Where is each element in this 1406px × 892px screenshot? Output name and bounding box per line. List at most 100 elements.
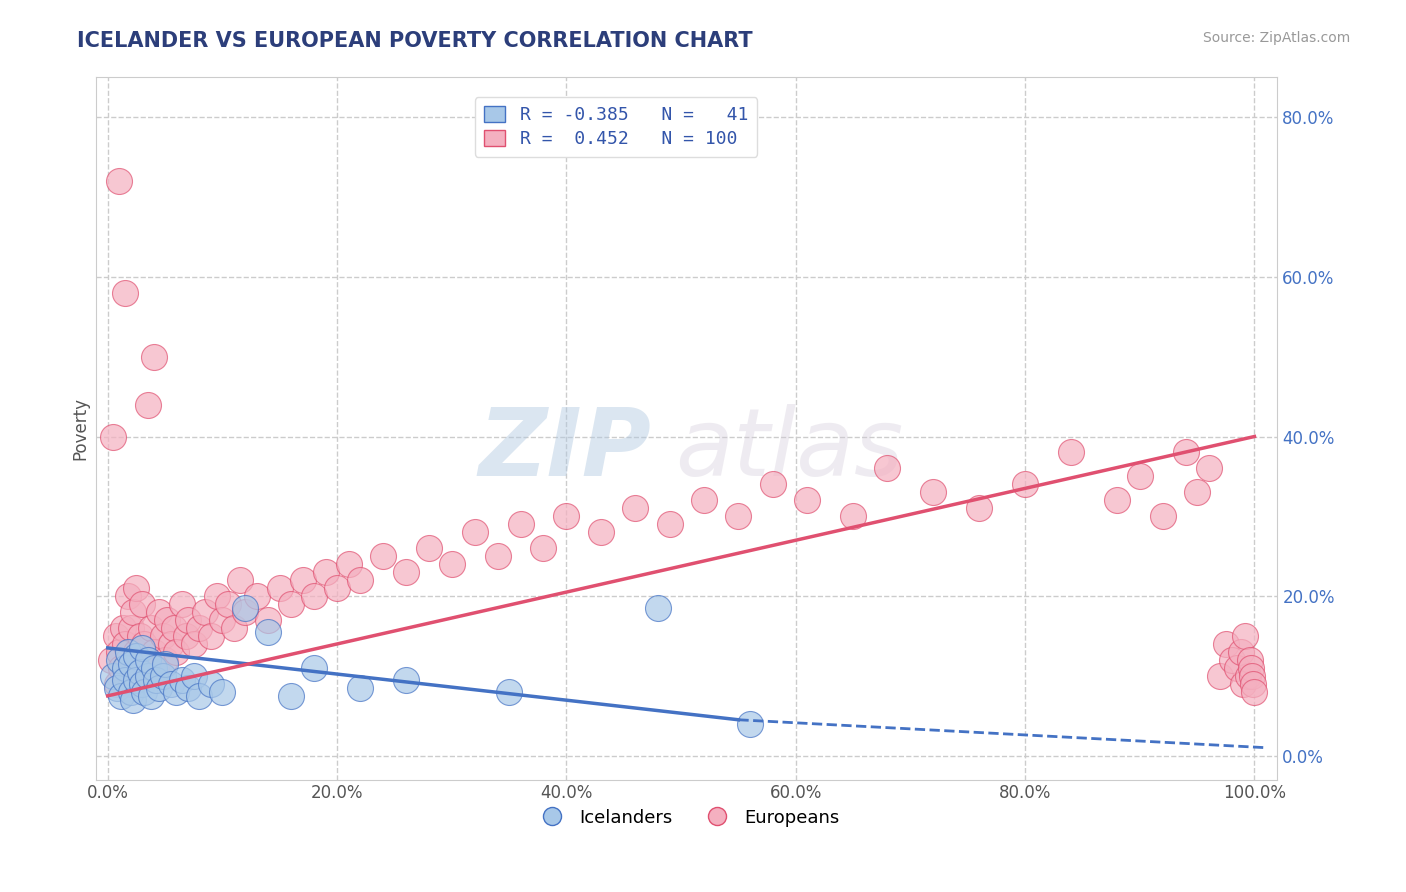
Point xyxy=(131,669,153,683)
Point xyxy=(159,637,181,651)
Point xyxy=(738,716,761,731)
Point xyxy=(145,661,167,675)
Point xyxy=(188,621,211,635)
Y-axis label: Poverty: Poverty xyxy=(72,397,89,460)
Point xyxy=(134,637,156,651)
Point xyxy=(136,398,159,412)
Point xyxy=(1105,493,1128,508)
Point xyxy=(647,601,669,615)
Point xyxy=(315,565,337,579)
Point xyxy=(1239,653,1261,667)
Point xyxy=(117,645,139,659)
Point xyxy=(200,629,222,643)
Point xyxy=(108,174,131,188)
Point xyxy=(166,645,188,659)
Point xyxy=(172,597,194,611)
Point xyxy=(1229,645,1251,659)
Text: ICELANDER VS EUROPEAN POVERTY CORRELATION CHART: ICELANDER VS EUROPEAN POVERTY CORRELATIO… xyxy=(77,31,754,51)
Point xyxy=(110,689,132,703)
Point xyxy=(1220,653,1243,667)
Point xyxy=(418,541,440,556)
Point xyxy=(349,681,371,695)
Point xyxy=(125,648,148,663)
Point xyxy=(1060,445,1083,459)
Point xyxy=(114,285,136,300)
Text: atlas: atlas xyxy=(675,404,903,495)
Point xyxy=(131,640,153,655)
Point xyxy=(228,573,250,587)
Point xyxy=(142,350,165,364)
Point xyxy=(122,693,145,707)
Point xyxy=(217,597,239,611)
Point xyxy=(222,621,245,635)
Point xyxy=(624,501,647,516)
Point xyxy=(110,661,132,675)
Point xyxy=(280,689,302,703)
Point xyxy=(200,677,222,691)
Point xyxy=(163,621,186,635)
Point xyxy=(114,637,136,651)
Point xyxy=(371,549,394,564)
Point xyxy=(291,573,314,587)
Point xyxy=(257,625,280,640)
Point xyxy=(177,613,200,627)
Point xyxy=(100,653,122,667)
Point xyxy=(842,509,865,524)
Point xyxy=(1215,637,1237,651)
Point xyxy=(136,653,159,667)
Point xyxy=(211,613,233,627)
Point xyxy=(122,661,145,675)
Point xyxy=(108,653,131,667)
Legend: Icelanders, Europeans: Icelanders, Europeans xyxy=(527,801,846,834)
Point xyxy=(302,589,325,603)
Point xyxy=(108,645,131,659)
Point xyxy=(152,629,174,643)
Point xyxy=(111,621,134,635)
Point xyxy=(922,485,945,500)
Point xyxy=(105,681,128,695)
Point xyxy=(114,661,136,675)
Point xyxy=(120,685,142,699)
Point xyxy=(796,493,818,508)
Point xyxy=(183,669,205,683)
Point xyxy=(153,657,176,671)
Point xyxy=(117,589,139,603)
Point xyxy=(876,461,898,475)
Point xyxy=(533,541,555,556)
Point xyxy=(658,517,681,532)
Point xyxy=(1209,669,1232,683)
Point xyxy=(1174,445,1197,459)
Point xyxy=(1129,469,1152,483)
Point xyxy=(257,613,280,627)
Point xyxy=(1240,661,1263,675)
Point xyxy=(114,673,136,687)
Point xyxy=(122,605,145,619)
Point xyxy=(1241,677,1264,691)
Point xyxy=(302,661,325,675)
Point xyxy=(395,673,418,687)
Point xyxy=(280,597,302,611)
Point xyxy=(464,525,486,540)
Point xyxy=(1226,661,1249,675)
Point xyxy=(1241,669,1264,683)
Point xyxy=(326,581,349,595)
Point xyxy=(1014,477,1036,491)
Point xyxy=(136,653,159,667)
Point xyxy=(153,653,176,667)
Text: ZIP: ZIP xyxy=(478,403,651,496)
Point xyxy=(1232,677,1254,691)
Point xyxy=(498,685,520,699)
Point xyxy=(166,685,188,699)
Point xyxy=(233,605,256,619)
Point xyxy=(337,557,360,571)
Point xyxy=(1234,629,1257,643)
Point xyxy=(156,613,179,627)
Point xyxy=(120,621,142,635)
Point xyxy=(131,597,153,611)
Text: Source: ZipAtlas.com: Source: ZipAtlas.com xyxy=(1202,31,1350,45)
Point xyxy=(141,689,163,703)
Point xyxy=(115,669,138,683)
Point xyxy=(125,581,148,595)
Point xyxy=(125,673,148,687)
Point xyxy=(486,549,509,564)
